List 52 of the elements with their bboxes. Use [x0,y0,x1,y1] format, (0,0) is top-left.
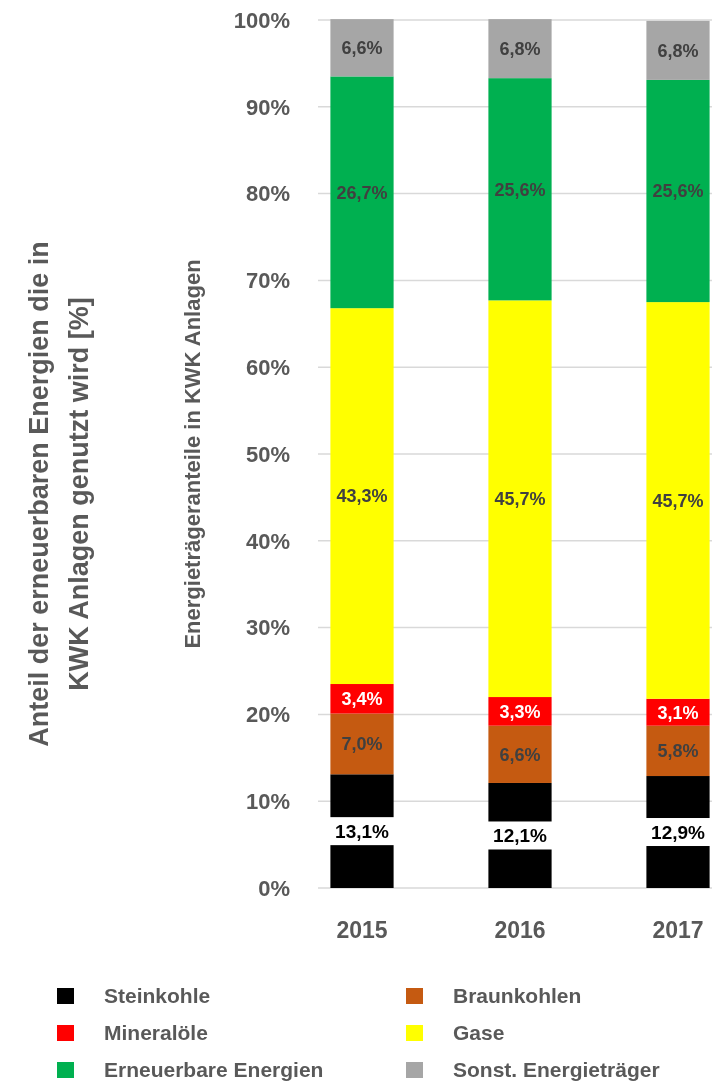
legend-label: Sonst. Energieträger [453,1058,660,1082]
y-axis-title: Energieträgeranteile in KWK Anlagen [180,259,205,649]
data-label: 6,6% [341,38,383,59]
y-tick-label: 60% [245,354,290,380]
data-label: 6,8% [657,40,699,61]
y-tick-label: 40% [245,528,290,554]
data-label: 3,3% [499,701,541,722]
data-label: 6,8% [499,38,541,59]
legend-label: Erneuerbare Energien [104,1058,324,1082]
x-tick-label: 2015 [336,917,388,943]
data-label: 3,4% [341,689,383,710]
y-tick-label: 0% [258,875,290,901]
bar [646,20,710,80]
data-label: 6,6% [499,744,541,765]
data-label: 25,6% [494,179,546,200]
bar [488,725,552,783]
data-label: 12,9% [651,821,706,843]
y-tick-label: 70% [245,268,290,294]
legend-label: Gase [453,1021,505,1045]
data-label: 5,8% [657,741,699,762]
bar [330,308,394,685]
y-tick-label: 20% [245,702,290,728]
bar [488,19,552,79]
data-label: 13,1% [335,820,390,842]
data-label: 12,1% [493,825,548,847]
bar [330,76,394,309]
data-label: 45,7% [494,489,546,509]
y-tick-label: 80% [245,181,290,207]
bar [330,713,394,775]
bar [330,19,394,77]
legend-label: Braunkohlen [453,984,582,1008]
bar [488,78,552,301]
legend-label: Steinkohle [104,984,211,1008]
y-tick-label: 90% [245,94,290,120]
y-tick-label: 30% [245,615,290,641]
legend-label: Mineralöle [104,1021,208,1045]
data-label: 45,7% [652,490,704,511]
x-tick-label: 2016 [494,917,546,943]
y-tick-label: 100% [233,7,290,33]
bar [646,79,710,303]
y-tick-label: 10% [245,788,290,814]
data-label: 26,7% [336,182,388,203]
data-label: 3,1% [657,702,699,723]
text: Anteil der erneuerbaren Energien die in KWK Anlagen genutzt wird [%] [24,241,94,747]
data-label: 25,6% [652,181,704,202]
data-label: 7,0% [341,734,383,755]
bar [646,302,710,699]
bar [646,725,710,777]
bar [488,300,552,698]
y-tick-label: 50% [245,441,290,467]
data-label: 43,3% [336,486,388,507]
x-tick-label: 2017 [652,917,704,943]
